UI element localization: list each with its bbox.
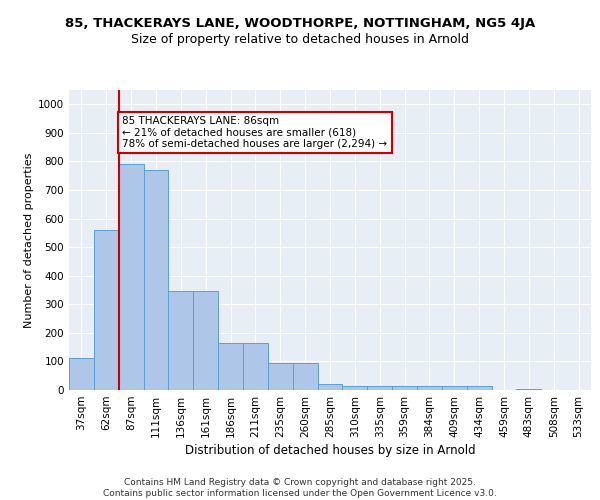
- X-axis label: Distribution of detached houses by size in Arnold: Distribution of detached houses by size …: [185, 444, 475, 457]
- Bar: [169, 292, 193, 390]
- Bar: [442, 386, 467, 390]
- Text: 85 THACKERAYS LANE: 86sqm
← 21% of detached houses are smaller (618)
78% of semi: 85 THACKERAYS LANE: 86sqm ← 21% of detac…: [122, 116, 388, 149]
- Bar: [467, 386, 491, 390]
- Text: Contains HM Land Registry data © Crown copyright and database right 2025.
Contai: Contains HM Land Registry data © Crown c…: [103, 478, 497, 498]
- Bar: [517, 388, 541, 390]
- Bar: [293, 363, 317, 390]
- Bar: [343, 386, 367, 390]
- Bar: [417, 386, 442, 390]
- Bar: [193, 292, 218, 390]
- Bar: [243, 344, 268, 390]
- Bar: [143, 170, 169, 390]
- Bar: [367, 386, 392, 390]
- Bar: [392, 386, 417, 390]
- Bar: [69, 358, 94, 390]
- Bar: [268, 363, 293, 390]
- Bar: [218, 343, 243, 390]
- Bar: [317, 384, 343, 390]
- Text: Size of property relative to detached houses in Arnold: Size of property relative to detached ho…: [131, 32, 469, 46]
- Bar: [119, 164, 143, 390]
- Y-axis label: Number of detached properties: Number of detached properties: [24, 152, 34, 328]
- Text: 85, THACKERAYS LANE, WOODTHORPE, NOTTINGHAM, NG5 4JA: 85, THACKERAYS LANE, WOODTHORPE, NOTTING…: [65, 18, 535, 30]
- Bar: [94, 230, 119, 390]
